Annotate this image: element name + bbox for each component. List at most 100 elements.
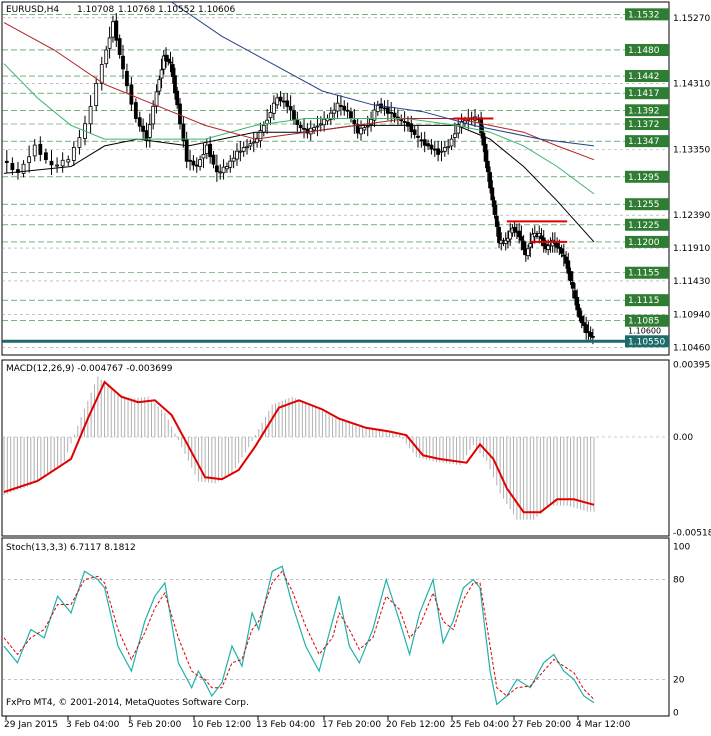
time-label: 20 Feb 12:00 (386, 720, 445, 730)
price-tick-label: 1.11910 (673, 244, 710, 254)
candle-body (32, 144, 37, 157)
candle-body (157, 79, 162, 92)
header-open: 1.10708 (77, 5, 114, 15)
candle-body (492, 200, 497, 215)
level-label-9: 1.1225 (628, 221, 660, 231)
time-label: 29 Jan 2015 (4, 720, 58, 730)
level-label-box-3 (625, 87, 669, 100)
candle-body (188, 159, 192, 162)
candle-body (133, 102, 138, 119)
candle-body (568, 271, 573, 282)
candle-body (178, 103, 182, 125)
candle-body (302, 127, 306, 130)
candle-body (503, 239, 508, 244)
candle-body (194, 164, 199, 167)
level-label-box-12 (625, 294, 669, 307)
candle-body (559, 248, 564, 254)
candle-body (258, 130, 263, 142)
candle-body (488, 172, 492, 189)
candle-body (154, 91, 159, 107)
level-label-4: 1.1392 (628, 106, 660, 116)
time-label: 17 Feb 20:00 (322, 720, 381, 730)
candle-body (402, 121, 407, 123)
level-label-box-7 (625, 170, 669, 183)
level-label-box-6 (625, 135, 669, 148)
candle-body (21, 163, 26, 174)
candle-body (342, 105, 347, 111)
candle-body (201, 154, 206, 159)
level-label-2: 1.1442 (628, 72, 660, 82)
candle-body (312, 127, 316, 131)
candle-body (345, 109, 350, 112)
candle-body (456, 124, 461, 134)
candle-body (292, 110, 296, 120)
panel-frame-1 (1, 359, 670, 537)
level-label-8: 1.1255 (628, 200, 660, 210)
price-tick-label: 1.14310 (673, 80, 710, 90)
candle-body (27, 156, 32, 163)
candle-body (575, 296, 580, 311)
candle-body (175, 90, 180, 106)
level-label-box-9 (625, 218, 669, 231)
candle-body (261, 124, 266, 133)
candle-body (282, 100, 286, 103)
candle-body (359, 127, 363, 135)
candle-body (590, 336, 595, 338)
candle-body (579, 316, 584, 324)
candle-body (315, 125, 320, 128)
price-tick-label: 1.12390 (673, 211, 710, 221)
candle-body (225, 166, 229, 170)
candle-body (557, 246, 562, 249)
level-label-12: 1.1115 (628, 296, 660, 306)
candle-body (184, 139, 189, 162)
candle-body (104, 49, 109, 65)
candle-body (372, 109, 377, 121)
time-label: 5 Feb 20:00 (128, 720, 182, 730)
panel-frame-2 (1, 537, 670, 717)
header-close: 1.10606 (198, 5, 235, 15)
level-label-0: 1.1532 (628, 10, 660, 20)
candle-body (365, 125, 370, 128)
candle-body (409, 123, 414, 132)
level-label-11: 1.1155 (628, 269, 660, 279)
candle-body (248, 143, 253, 147)
candle-body (271, 102, 276, 114)
candle-body (278, 96, 283, 102)
candle-body (60, 159, 65, 167)
candle-body (392, 112, 397, 118)
candle-body (584, 324, 589, 334)
candle-body (497, 226, 501, 244)
candle-body (161, 55, 166, 70)
candle-body (181, 123, 186, 141)
candle-body (77, 137, 82, 148)
candle-body (328, 112, 333, 120)
time-label: 13 Feb 04:00 (256, 720, 315, 730)
candle-body (228, 160, 233, 168)
level-label-3: 1.1417 (628, 89, 660, 99)
candle-body (339, 105, 343, 107)
candle-body (173, 75, 177, 94)
candle-body (55, 164, 59, 167)
macd-axis-max: 0.003957 (673, 361, 711, 371)
candle-body (147, 124, 152, 138)
price-tick-label: 1.15270 (673, 14, 710, 24)
candle-body (555, 242, 560, 248)
candle-body (335, 102, 340, 112)
candle-body (99, 64, 104, 84)
stoch-axis-label: 20 (673, 675, 685, 685)
level-label-box-8 (625, 198, 669, 211)
candle-body (422, 139, 427, 146)
candle-body (168, 61, 173, 64)
stoch-axis-label: 0 (673, 709, 679, 719)
candle-body (449, 138, 454, 147)
candle-body (526, 248, 530, 257)
candle-body (251, 141, 256, 144)
level-label-5: 1.1372 (628, 120, 660, 130)
candle-body (117, 38, 122, 55)
candle-body (519, 236, 524, 241)
stoch-title: Stoch(13,3,3) 6.7117 8.1812 (6, 543, 136, 553)
candle-body (88, 106, 93, 125)
candle-body (288, 106, 293, 111)
level-label-box-10 (625, 235, 669, 248)
time-label: 27 Feb 20:00 (512, 720, 571, 730)
